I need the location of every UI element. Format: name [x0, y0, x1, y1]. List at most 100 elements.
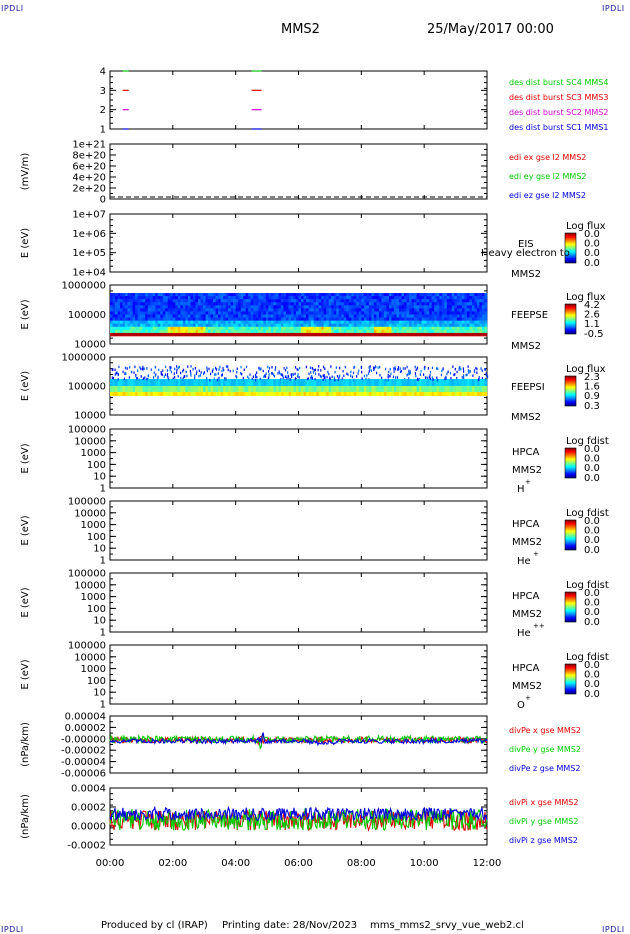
- spectrogram-cell: [333, 392, 337, 396]
- spectrogram-cell: [253, 379, 257, 386]
- spectrogram-cell: [253, 296, 257, 300]
- spectrogram-cell: [157, 293, 161, 297]
- spectrogram-cell: [313, 379, 317, 386]
- spectrogram-cell: [285, 332, 289, 337]
- spectrogram-speck: [368, 372, 370, 375]
- spectrogram-cell: [180, 317, 184, 321]
- spectrogram-cell: [361, 305, 365, 309]
- spectrogram-cell: [213, 293, 216, 297]
- spectrogram-cell: [323, 386, 327, 392]
- spectrogram-cell: [275, 302, 279, 306]
- spectrogram-cell: [172, 392, 176, 396]
- spectrogram-speck: [136, 369, 139, 372]
- spectrogram-cell: [125, 332, 128, 337]
- spectrogram-cell: [419, 326, 422, 331]
- spectrogram-cell: [210, 305, 214, 309]
- spectrogram-cell: [446, 317, 450, 321]
- spectrogram-speck: [400, 369, 403, 373]
- spectrogram-cell: [268, 317, 272, 321]
- spectrogram-speck: [223, 368, 225, 372]
- spectrogram-cell: [135, 296, 138, 300]
- spectrogram-speck: [177, 375, 179, 378]
- spectrogram-cell: [223, 323, 226, 328]
- spectrogram-cell: [321, 308, 324, 312]
- spectrogram-cell: [115, 302, 118, 306]
- spectrogram-cell: [245, 299, 249, 303]
- spectrogram-cell: [238, 329, 241, 334]
- spectrogram-cell: [399, 314, 402, 318]
- spectrogram-cell: [210, 329, 214, 334]
- spectrogram-cell: [333, 332, 337, 337]
- spectrogram-cell: [316, 329, 319, 334]
- spectrogram-cell: [429, 296, 433, 300]
- spectrogram-cell: [110, 311, 113, 315]
- spectrogram-cell: [333, 296, 337, 300]
- spectrogram-cell: [394, 386, 397, 392]
- y-tick-label: 1: [100, 556, 106, 567]
- spectrogram-cell: [288, 323, 292, 328]
- spectrogram-cell: [378, 296, 382, 300]
- spectrogram-cell: [145, 326, 148, 331]
- spectrogram-cell: [466, 311, 470, 315]
- spectrogram-speck: [252, 375, 255, 378]
- spectrogram-cell: [175, 329, 179, 334]
- spectrogram-cell: [245, 293, 249, 297]
- spectrogram-cell: [308, 311, 312, 315]
- spectrogram-cell: [444, 386, 448, 392]
- spectrogram-cell: [160, 323, 164, 328]
- spectrogram-cell: [155, 332, 159, 337]
- spectrogram-cell: [378, 308, 382, 312]
- spectrogram-speck: [389, 374, 391, 378]
- spectrogram-cell: [157, 392, 161, 396]
- spectrogram-cell: [326, 314, 329, 318]
- spectrogram-cell: [258, 302, 262, 306]
- spectrogram-cell: [167, 379, 171, 386]
- spectrogram-cell: [371, 311, 375, 315]
- spectrogram-speck: [123, 377, 126, 381]
- spectrogram-cell: [421, 323, 425, 328]
- spectrogram-cell: [318, 386, 322, 392]
- spectrogram-cell: [471, 296, 475, 300]
- spectrogram-cell: [406, 329, 410, 334]
- spectrogram-cell: [265, 317, 269, 321]
- spectrogram-cell: [459, 308, 463, 312]
- spectrogram-cell: [436, 323, 440, 328]
- spectrogram-cell: [122, 311, 126, 315]
- spectrogram-cell: [386, 332, 390, 337]
- spectrogram-cell: [142, 296, 146, 300]
- spectrogram-cell: [341, 305, 345, 309]
- spectrogram-cell: [197, 317, 201, 321]
- spectrogram-cell: [253, 323, 257, 328]
- spectrogram-cell: [461, 379, 465, 386]
- spectrogram-cell: [456, 293, 460, 297]
- spectrogram-cell: [112, 302, 116, 306]
- spectrogram-cell: [250, 317, 254, 321]
- spectrogram-cell: [479, 329, 483, 334]
- spectrogram-cell: [338, 323, 342, 328]
- spectrogram-cell: [122, 299, 126, 303]
- spectrogram-cell: [130, 314, 133, 318]
- spectrogram-cell: [434, 299, 438, 303]
- spectrogram-cell: [373, 379, 377, 386]
- spectrogram-cell: [110, 320, 113, 325]
- spectrogram-cell: [426, 314, 430, 318]
- x-tick-label: 06:00: [284, 858, 313, 869]
- spectrogram-cell: [197, 314, 201, 318]
- spectrogram-cell: [275, 296, 279, 300]
- spectrogram-cell: [381, 326, 385, 331]
- spectrogram-cell: [180, 379, 184, 386]
- spectrogram-speck: [331, 375, 333, 378]
- spectrogram-cell: [409, 293, 412, 297]
- spectrogram-cell: [343, 326, 347, 331]
- spectrogram-cell: [278, 293, 282, 297]
- spectrogram-cell: [326, 392, 329, 396]
- spectrogram-cell: [157, 320, 161, 325]
- spectrogram-cell: [185, 293, 189, 297]
- spectrogram-cell: [358, 329, 362, 334]
- spectrogram-cell: [476, 326, 480, 331]
- spectrogram-cell: [308, 320, 312, 325]
- spectrogram-cell: [253, 293, 257, 297]
- spectrogram-speck: [385, 378, 387, 382]
- spectrogram-cell: [243, 386, 247, 392]
- spectrogram-cell: [381, 302, 385, 306]
